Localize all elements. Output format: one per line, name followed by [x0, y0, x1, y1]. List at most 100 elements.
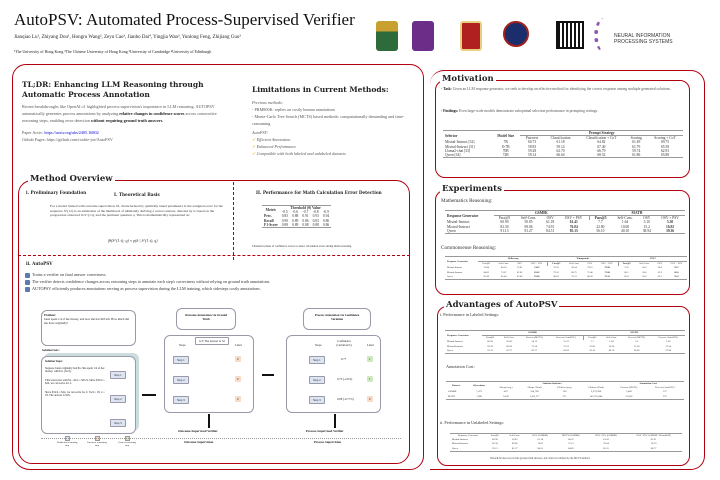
commonsense-table: Response Generator Hellaswag Winogrande ANL… [445, 256, 687, 281]
table-cell: 3.3 [635, 340, 639, 344]
table-cell: Self-Cons. [639, 262, 650, 266]
table-cell: 73.21 [563, 344, 569, 348]
limitations-title: Limitations in Current Methods: [252, 85, 389, 94]
table-cell: 22.80 [596, 224, 605, 229]
table-cell: Annotation Cost [639, 382, 657, 385]
tldr-title: TL;DR: Enhancing LLM Reasoning through A… [22, 80, 204, 99]
table-cell: 15.2 [643, 224, 650, 229]
table-cell: 1.64 [609, 340, 614, 344]
table-cell: Llama2-chat [33] [445, 148, 471, 153]
table-cell: Scoring [630, 136, 642, 141]
table-cell: Mistral-Instruct [32] [445, 140, 475, 145]
table-cell: 70B [502, 148, 509, 153]
table-cell: 68.1 [624, 270, 629, 274]
table-cell: OSV [587, 262, 593, 266]
table-cell: 12.58 [633, 344, 640, 348]
motivation-title: Motivation [440, 74, 496, 84]
table-cell: 50.85 [524, 220, 533, 225]
table-cell: 84.51 [546, 228, 555, 233]
table-row: GSM8K 7,473 4.67 354,798 138 9,579,288 2,460 12… [446, 390, 684, 394]
method-overview-title: Method Overview [28, 174, 115, 184]
motivation-box [435, 80, 690, 178]
autopsv-item: AUTOPSV efficiently produces annotations… [25, 285, 405, 292]
table-cell: 58.54 [571, 266, 577, 270]
table-cell: 69.1 [657, 274, 662, 278]
table-cell: 91.13 [500, 228, 509, 233]
table-cell: 81.27 [524, 228, 533, 233]
right-panel-frame [430, 70, 705, 470]
annotation-cost-table: Dataset #Questions Solution Statistics Anno… [446, 381, 684, 400]
table-row: Qwen [34] 72B 59.14 66.64 68.52 61.86 65.88 [443, 153, 683, 158]
affiliations: ¹The University of Hong Kong ²The Chines… [14, 49, 212, 54]
table-cell: Classification [550, 136, 571, 141]
table-cell: 73.67 [501, 270, 507, 274]
table-cell: 75.80 [604, 270, 610, 274]
table-cell: GSM8K [493, 210, 590, 217]
table-cell: 2,460 [626, 390, 632, 394]
table-cell: 66.0 [674, 270, 679, 274]
table-cell: 371 [562, 394, 567, 398]
table-cell: Hellaswag [478, 256, 548, 263]
table-cell: Self-Cons. [509, 434, 521, 437]
table-cell: Dataset [452, 384, 461, 388]
table-cell: 22.80 [589, 344, 595, 348]
table-cell: Mistral-Instruct [447, 266, 463, 270]
table-cell: 78.19 [650, 442, 657, 446]
table-cell: 3.24 [666, 340, 671, 344]
commonsense-title: Commonsense Reasoning: [441, 245, 497, 251]
table-cell: Pass@5 [490, 434, 499, 437]
bullet-icon [25, 279, 30, 285]
table-row: Mistral-Instruct [32] 7B 60.73 61.18 64.82 61… [443, 140, 683, 144]
table-cell: 45.6 [642, 266, 647, 270]
table-cell: 0.88 [312, 222, 319, 227]
table-cell: 16.92 [666, 224, 675, 229]
table-cell: 55.32 [563, 340, 569, 344]
table-cell: Process (MCTS) [628, 336, 646, 340]
table-cell: 0.91 [302, 214, 309, 219]
table-cell: 76.84 [483, 266, 489, 270]
table-cell: OSV + PSV [601, 262, 613, 266]
limitation-item: - Monte-Carlo Tree Search (MCTS) based m… [252, 114, 405, 126]
table-cell: 59.28 [528, 148, 537, 153]
table-cell: Self-Cons. [568, 262, 580, 266]
solution-sets-label: Solution Sets: [42, 348, 60, 352]
table-cell: 66.64 [556, 153, 565, 158]
perf-title: II. Performance for Math Calculation Err… [256, 190, 382, 195]
table-cell: 61.79 [632, 144, 641, 149]
table-cell: 73.36 [531, 344, 538, 348]
table-cell: 60.90 [500, 220, 509, 225]
labeled-table: Response Generator GSM8K MATH Pass@5 Self-Co… [445, 330, 685, 355]
table-cell: 62.70 [556, 148, 565, 153]
arrow-icon [262, 374, 274, 376]
table-row: Qwen 91.13 81.27 82.77 82.62 56.10 40.10 36.80 3… [445, 349, 685, 354]
github-line[interactable]: Github Pages: https://github.com/rookie-… [22, 137, 113, 142]
table-cell: OSV [657, 262, 663, 266]
table-cell: Mixtral-Instruct [31] [445, 144, 475, 149]
osv-label: Outcome-Supervised Verifier [178, 429, 218, 433]
arxiv-link[interactable]: https://arxiv.org/abs/2405.16802 [44, 130, 99, 135]
table-cell: OSV [546, 216, 554, 221]
motivation-findings: - Findings: Even large-scale models demo… [441, 109, 599, 113]
table-cell: Pass@5 [482, 262, 491, 266]
table-cell: 60.90 [492, 438, 498, 442]
table-cell: GSM8K [448, 390, 457, 394]
method-overview-box [18, 180, 410, 464]
table-cell: 8×7B [501, 144, 510, 149]
divider [233, 182, 234, 260]
outcome-supervision-label: Outcome Supervision [184, 440, 214, 444]
table-cell: 74.91 [546, 224, 555, 229]
table-cell: 50.85 [506, 340, 512, 344]
table-cell: 76.04 [603, 442, 609, 446]
table-cell: Response Generator [447, 213, 479, 218]
table-cell: 81.27 [506, 348, 512, 352]
table-cell: Process (AutoPSV) [556, 336, 576, 340]
table-cell: 84.03 [483, 270, 489, 274]
table-cell: 95.20 [483, 274, 489, 278]
labeled-title: i. Performance in Labeled Settings: [440, 312, 500, 317]
table-row: Qwen 95.20 85.44 93.08 93.09 80.63 72.21 80.38 7… [445, 275, 687, 280]
table-cell: 62.93 [660, 148, 670, 153]
qr-code[interactable] [556, 21, 584, 49]
table-cell: 82.30 [487, 344, 493, 348]
table-cell: Response Generator [447, 259, 468, 263]
table-cell: 4.67 [503, 390, 509, 394]
